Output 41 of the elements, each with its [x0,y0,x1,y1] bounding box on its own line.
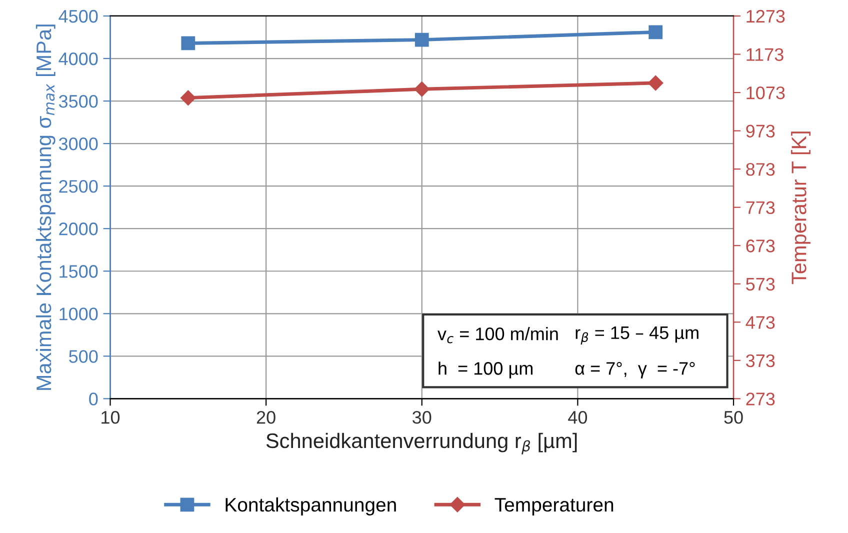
y2-axis-title: Temperatur T [K] [791,132,810,284]
y2-tick-label: 1173 [746,48,784,61]
y-tick-label: 1000 [60,308,98,320]
point [648,25,663,40]
x-tick-label: 20 [256,410,276,424]
annotation: r$_{β}$ = 15 – 45 µm [576,326,698,345]
y-axis-title: Maximale Kontaktspannung σ$_{max}$ [MPa] [36,24,56,390]
y-tick-label: 4000 [58,52,98,66]
y-tick-label: 0 [89,392,98,406]
annotation: h = 100 µm [438,362,532,378]
y-tick-label: 500 [69,350,98,363]
x-axis-title: Schneidkantenverrundung r$_{β}$ [µm] [266,432,577,454]
y2-tick-label: 373 [746,354,775,368]
legend-label: Temperaturen [494,498,614,516]
y2-tick-label: 1273 [746,10,785,23]
point [181,36,196,50]
y-tick-label: 3500 [58,94,98,108]
annotation: v$_{c}$ = 100 m/min [438,327,558,344]
x-tick-label: 30 [412,410,432,424]
y2-tick-label: 773 [746,201,775,214]
y-tick-label: 1500 [60,265,98,278]
y-tick-label: 2000 [59,222,98,236]
y-tick-label: 3000 [58,137,98,150]
y2-tick-label: 273 [746,392,775,406]
y2-tick-label: 1073 [746,86,785,100]
annotation: α = 7°, γ = -7° [575,362,695,378]
y2-tick-label: 473 [746,316,775,329]
point [648,75,664,91]
point [180,90,196,106]
x-tick-label: 50 [724,410,743,424]
y2-tick-label: 973 [746,124,775,138]
y-tick-label: 2500 [59,180,98,193]
x-tick-label: 10 [102,410,120,424]
y2-tick-label: 573 [746,278,775,291]
point [414,82,430,97]
y-tick-label: 4500 [58,10,98,23]
y2-tick-label: 673 [746,240,775,252]
y2-tick-label: 873 [746,163,775,176]
x-tick-label: 40 [568,410,588,424]
legend-label: Kontaktspannungen [226,497,396,516]
point [414,32,429,47]
